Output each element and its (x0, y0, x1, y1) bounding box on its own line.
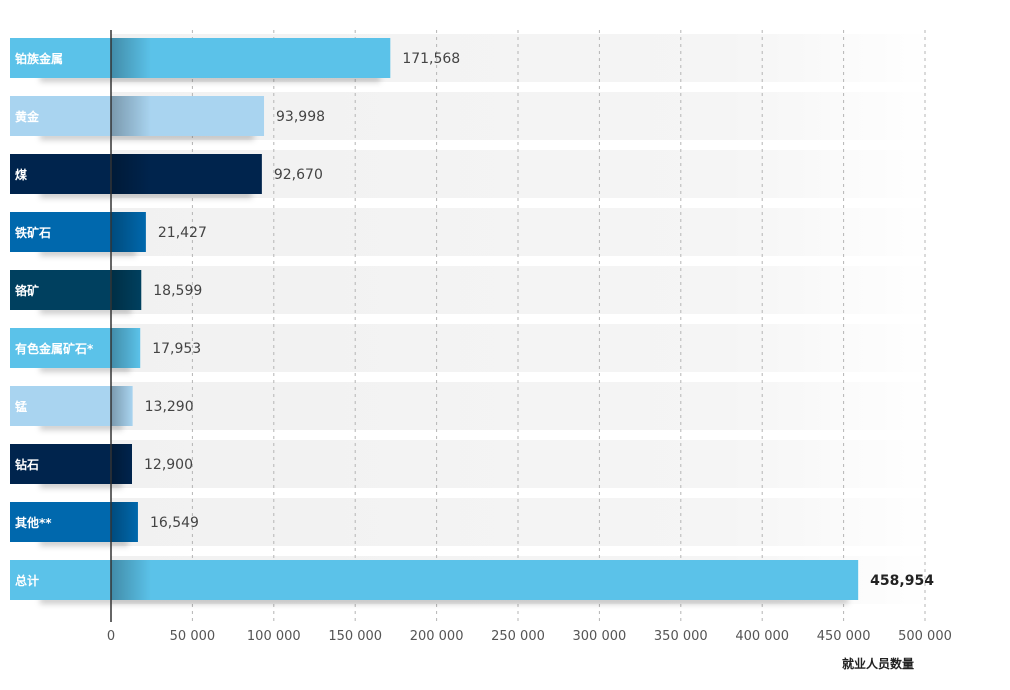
x-tick-label: 250 000 (491, 629, 545, 644)
bar-shade (111, 502, 138, 542)
bar-shade (111, 560, 151, 600)
value-label: 16,549 (150, 515, 199, 531)
x-tick-label: 0 (107, 629, 115, 644)
category-label: 铬矿 (15, 283, 39, 298)
category-label: 总计 (15, 573, 39, 588)
bar-shade (111, 96, 151, 136)
value-label: 17,953 (152, 341, 201, 357)
x-axis-label: 就业人员数量 (842, 656, 914, 671)
category-label: 有色金属矿石* (15, 341, 94, 356)
category-label: 锰 (15, 399, 27, 414)
row-band (111, 498, 935, 546)
bar-shadows (40, 76, 849, 606)
bar-shade (111, 444, 133, 484)
bar-shade (111, 212, 146, 252)
x-tick-label: 450 000 (817, 629, 871, 644)
bar (10, 560, 859, 600)
bar-shade (111, 328, 141, 368)
x-tick-label: 100 000 (247, 629, 301, 644)
bar (10, 38, 391, 78)
bar-shadow (40, 134, 255, 142)
bar-shade (111, 270, 142, 310)
bar-shade (111, 154, 151, 194)
bar-shadow (40, 540, 128, 548)
bar-shadow (40, 76, 381, 84)
bar-shadow (40, 308, 132, 316)
bar-shadow (40, 366, 131, 374)
value-label: 92,670 (274, 167, 323, 183)
category-label: 其他** (15, 515, 52, 530)
row-band (111, 324, 935, 372)
x-axis-ticks: 0 50 000 100 000 150 000 200 000 250 000 300 0… (107, 629, 952, 644)
x-tick-label: 300 000 (573, 629, 627, 644)
value-label: 171,568 (402, 51, 460, 67)
bar-shade (111, 38, 151, 78)
x-tick-label: 200 000 (410, 629, 464, 644)
category-label: 铁矿石 (15, 225, 51, 240)
category-label: 煤 (15, 167, 27, 182)
bar-shadow (40, 424, 123, 432)
bar-shadow (40, 482, 123, 490)
category-label: 铂族金属 (15, 51, 63, 66)
x-tick-label: 500 000 (898, 629, 952, 644)
value-label: 21,427 (158, 225, 207, 241)
category-label: 钻石 (15, 457, 39, 472)
row-band (111, 440, 935, 488)
bar-shadow (40, 192, 252, 200)
x-tick-label: 400 000 (735, 629, 789, 644)
value-label: 18,599 (153, 283, 202, 299)
x-tick-label: 50 000 (170, 629, 216, 644)
x-tick-label: 150 000 (328, 629, 382, 644)
category-label: 黄金 (15, 109, 40, 124)
value-label: 458,954 (870, 573, 934, 589)
bar-shadow (40, 250, 136, 258)
value-label: 93,998 (276, 109, 325, 125)
row-band (111, 208, 935, 256)
bar-shadow (40, 598, 849, 606)
row-band (111, 266, 935, 314)
bar-shade (111, 386, 133, 426)
bars: 铂族金属 171,568 黄金 93,998 煤 92,670 铁矿石 21,427 铬矿 18,… (10, 38, 934, 600)
row-band (111, 382, 935, 430)
value-label: 12,900 (144, 457, 193, 473)
x-tick-label: 350 000 (654, 629, 708, 644)
value-label: 13,290 (145, 399, 194, 415)
